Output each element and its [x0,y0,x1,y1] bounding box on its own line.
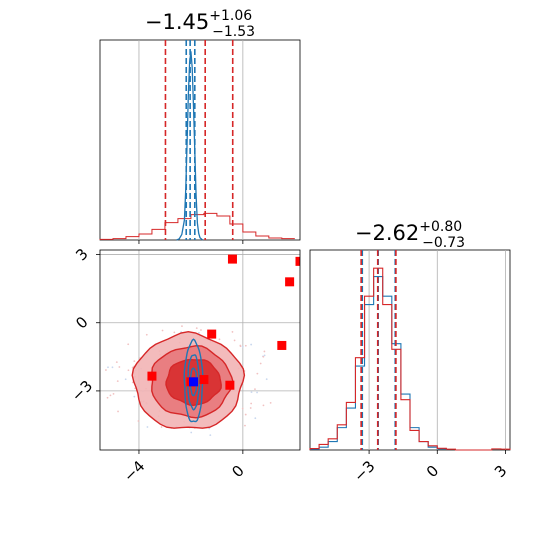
joint-sample-point [127,343,130,346]
joint-sample-point [107,366,109,369]
joint-sample-point [218,338,221,341]
joint-sample-point [244,344,247,347]
joint-sample-point [262,404,265,407]
panel-joint: −4 0 3 0 −3 [68,245,301,485]
hist-param1-frame [99,39,301,241]
joint-sample-point [254,388,256,390]
joint-sample-point [195,327,198,330]
joint-sample-point [244,413,247,416]
hist-param2-tick-label: 0 [423,462,442,481]
joint-sample-point [105,369,107,371]
joint-sample-point [209,434,212,436]
title-upper-error: +0.80 [419,219,462,235]
joint-sample-point [133,395,136,398]
joint-sample-point [116,380,119,383]
title-value: −2.62 [355,221,419,245]
title-lower-error: −0.73 [422,235,465,251]
joint-sample-point [254,417,257,420]
joint-x-tick-label: −4 [120,457,148,485]
joint-x-tick-label: 0 [228,462,247,481]
joint-sample-point [249,407,252,409]
joint-sample-point [111,366,114,369]
joint-red-marker [147,371,157,381]
joint-sample-point [269,401,272,404]
joint-sample-point [241,407,244,410]
joint-red-marker [295,256,300,266]
joint-sample-point [117,410,119,413]
joint-sample-point [161,329,164,332]
joint-frame [99,249,301,451]
joint-sample-point [259,362,262,365]
joint-sample-point [173,331,176,334]
joint-red-marker [207,329,217,339]
joint-sample-point [181,325,183,328]
joint-y-tick-label: 0 [72,313,91,332]
joint-sample-point [198,331,200,334]
joint-sample-point [190,431,193,434]
joint-blue-marker [189,377,199,387]
joint-y-tick-label: −3 [68,377,96,405]
joint-sample-point [124,378,127,381]
joint-y-tick-label: 3 [72,245,91,264]
joint-sample-point [265,378,268,381]
joint-sample-point [250,402,253,405]
joint-sample-point [127,369,130,372]
joint-sample-point [146,426,149,428]
joint-blue-contour [183,338,204,423]
joint-sample-point [256,391,258,394]
joint-red-marker [225,380,235,390]
joint-sample-point [137,420,140,422]
joint-sample-point [244,424,246,427]
title-upper-error: +1.06 [209,8,252,24]
joint-sample-point [250,391,253,394]
title-lower-error: −1.53 [212,24,255,40]
joint-sample-point [133,360,136,363]
joint-sample-point [200,329,202,331]
title-value: −1.45 [145,10,209,34]
joint-red-marker [277,340,287,350]
joint-sample-point [160,426,163,428]
joint-sample-point [241,345,244,348]
joint-red-marker [199,375,209,385]
joint-sample-point [231,331,234,333]
joint-sample-point [262,355,265,358]
hist-param2-tick-label: −3 [350,457,378,485]
hist-param2-title: −2.62+0.80 −0.73 [355,219,465,251]
joint-sample-point [263,350,266,353]
joint-sample-point [239,345,242,348]
joint-sample-point [112,392,115,395]
joint-sample-point [106,396,109,399]
hist-param2-tick-label: 3 [491,462,510,481]
joint-sample-point [109,394,112,397]
joint-sample-point [256,372,259,375]
hist-param2-red-series [309,267,511,451]
panel-hist-param2: −3 0 3 −2.62+0.80 −0.73 [309,219,511,485]
joint-sample-point [250,343,253,346]
joint-sample-point [118,366,121,368]
joint-sample-point [145,333,148,336]
hist-param1-title: −1.45+1.06 −1.53 [145,8,255,40]
joint-red-marker [285,277,295,287]
joint-sample-point [115,361,118,364]
joint-red-marker [227,254,237,264]
panel-hist-param1: −1.45+1.06 −1.53 [99,8,301,244]
joint-sample-point [233,339,236,342]
joint-sample-point [263,354,266,357]
